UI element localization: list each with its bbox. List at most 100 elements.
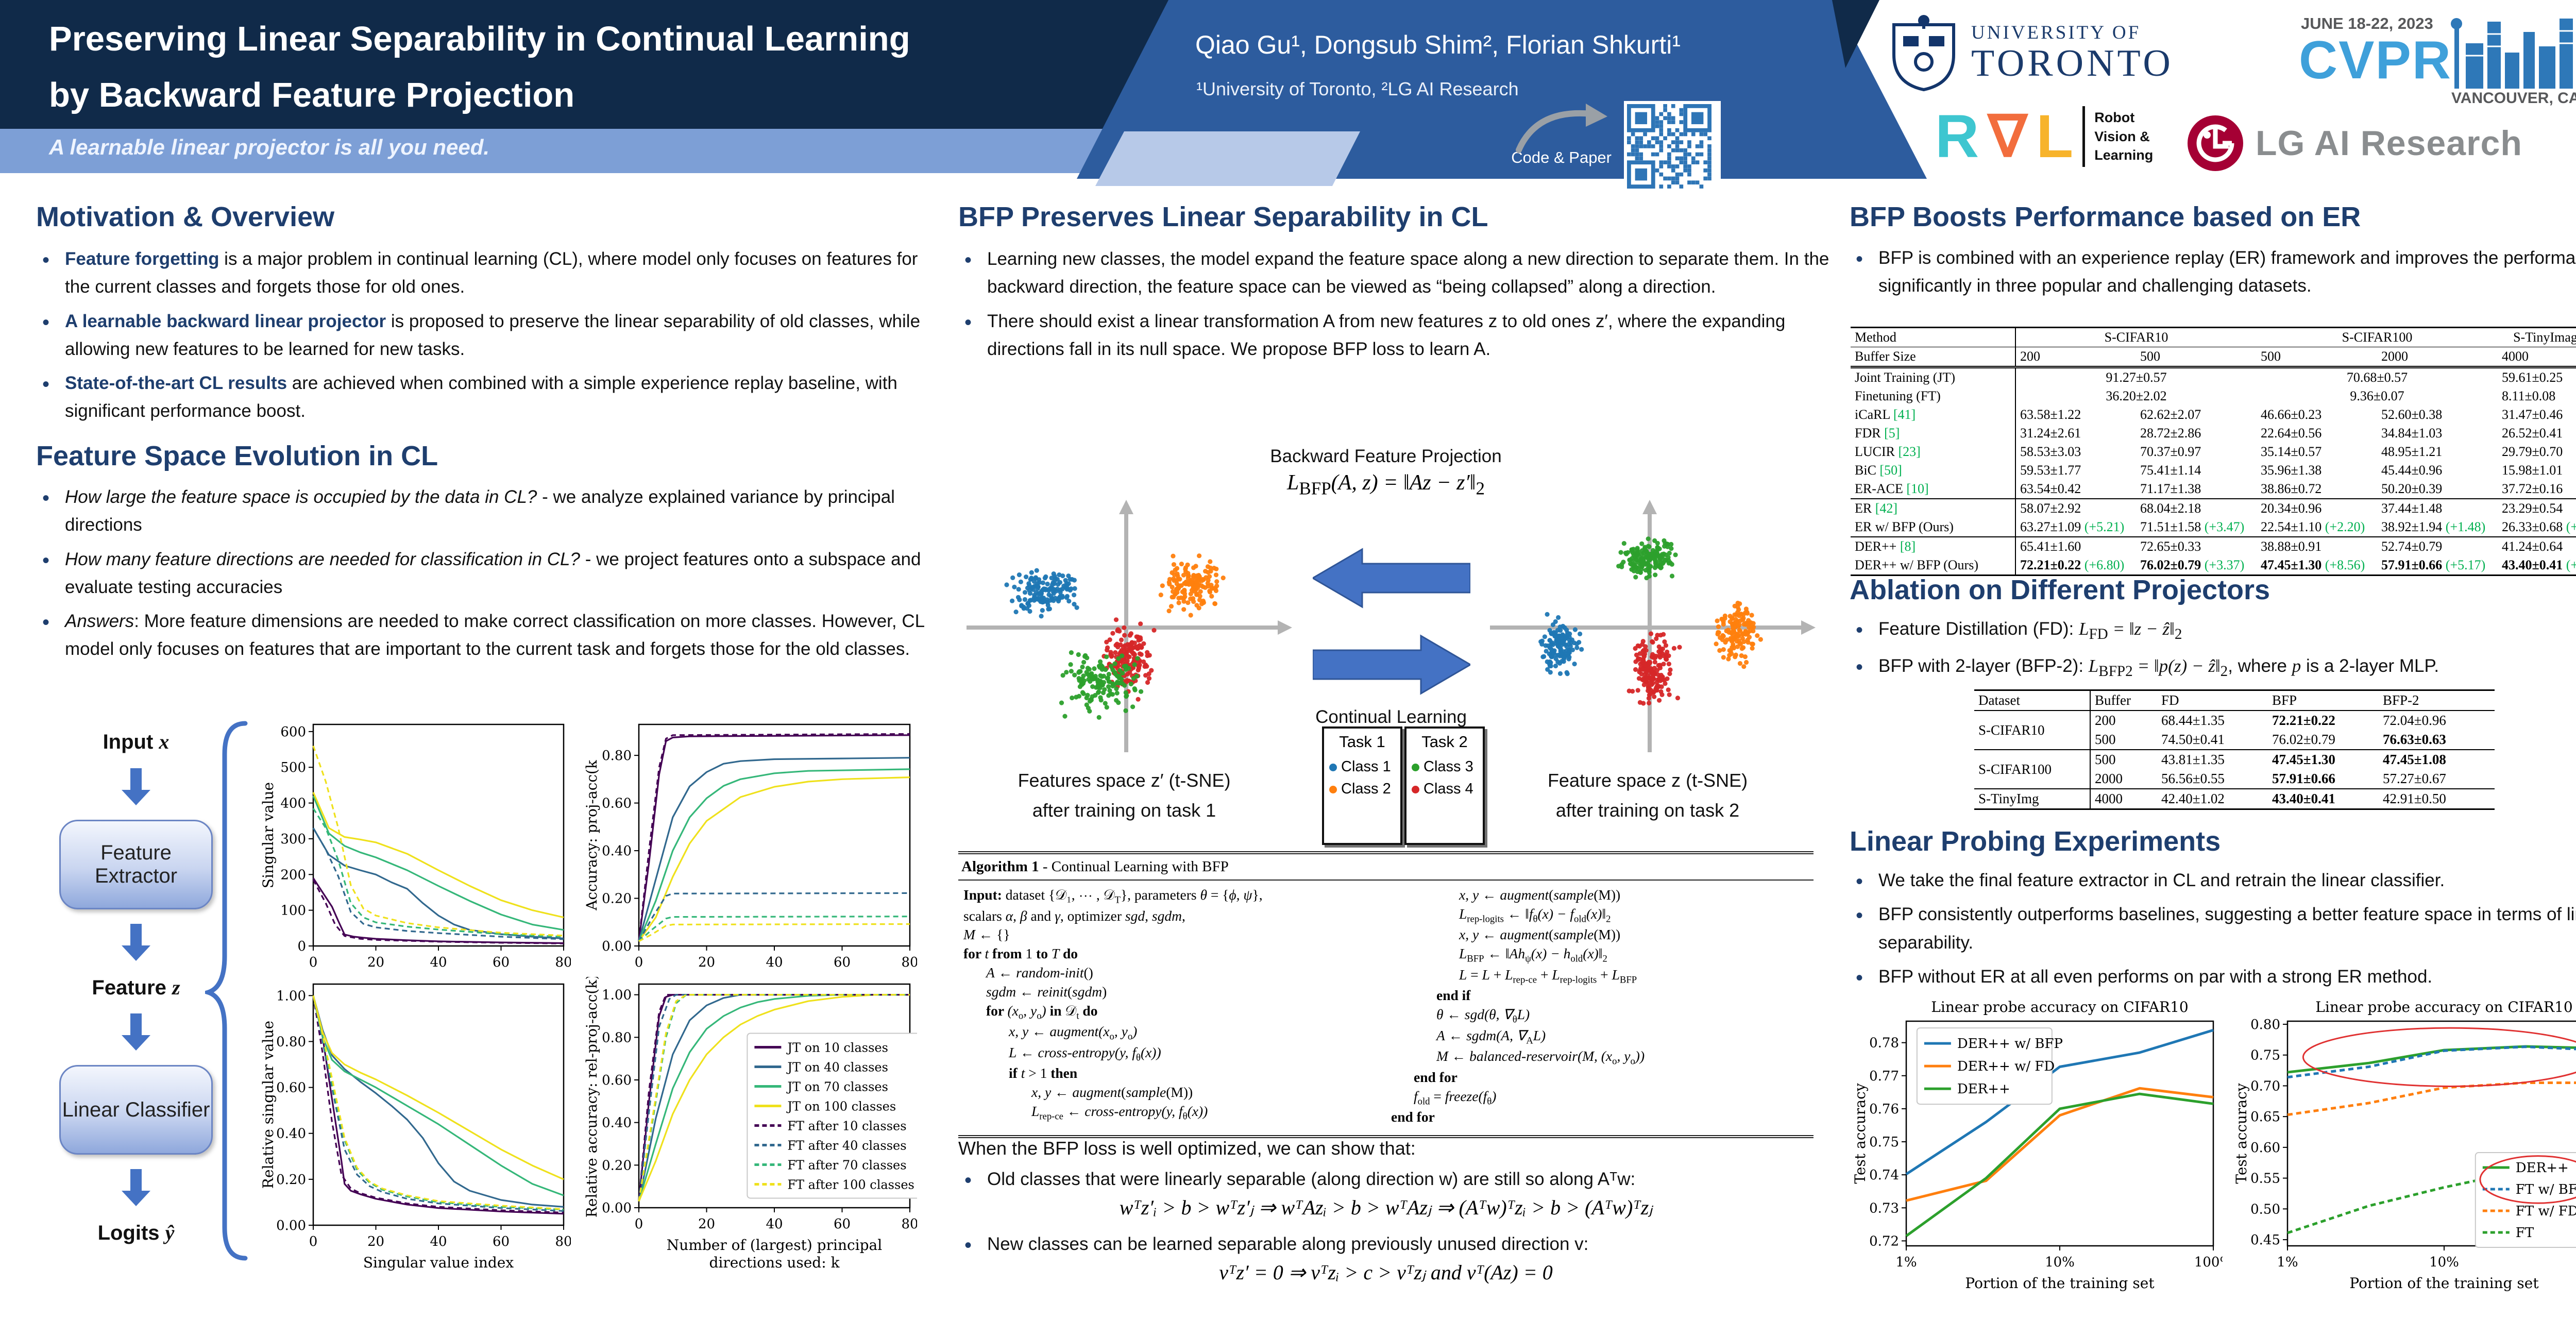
table-cell: 26.33±0.68 (+3.04) [2502, 519, 2576, 534]
table-header: S-CIFAR100 [2257, 327, 2498, 347]
table-cell: 65.41±1.60 [2015, 536, 2136, 556]
list-item: Feature forgetting is a major problem in… [42, 244, 941, 301]
list-item: Learning new classes, the model expand t… [964, 244, 1842, 301]
table-cell-method: DER++ w/ BFP (Ours) [1851, 556, 2016, 576]
table-cell: 57.91±0.66 (+5.17) [2381, 557, 2486, 572]
table-header: 200 [2015, 347, 2136, 368]
class-color-dot [1329, 763, 1337, 771]
table-cell: 37.72±0.16 [2502, 481, 2563, 496]
svg-text:0.76: 0.76 [1869, 1102, 1899, 1117]
chart-series [638, 892, 910, 942]
algorithm-line: Lrep-logits ← ‖fθ(x) − fold(x)‖2 [1459, 905, 1611, 925]
algorithm-line: sgdm ← reinit(sgdm) [986, 983, 1107, 1000]
table-cell: 68.04±2.18 [2136, 498, 2257, 518]
curved-arrow-icon [1516, 104, 1607, 153]
table-cell: 59.53±1.77 [2020, 463, 2081, 478]
table-cell: 26.52±0.41 [2502, 426, 2563, 441]
svg-text:FT after 40 classes: FT after 40 classes [787, 1138, 906, 1153]
qr-pattern [1627, 104, 1711, 189]
chart-linear-probe-right: Linear probe accuracy on CIFAR101%10%100… [2231, 994, 2576, 1306]
table-cell: 2000 [2095, 771, 2123, 786]
table-cell: 500 [2090, 749, 2157, 769]
table-header: Method [1851, 327, 2016, 347]
uoft-text2: TORONTO [1971, 42, 2174, 84]
table-cell: 59.61±0.25 [2502, 370, 2563, 385]
table-cell: 58.53±3.03 [2020, 444, 2081, 459]
diagram-logits-label: Logits ŷ [97, 1221, 175, 1244]
scatter-caption-left: Features space z′ (t-SNE) after training … [1018, 770, 1231, 821]
rvl-text3: Learning [2094, 147, 2154, 163]
table-row: S-CIFAR100 500 43.81±1.35 47.45±1.30 47.45±1… [1974, 749, 2495, 789]
math-new-classes: vᵀz′ = 0 ⇒ vᵀzᵢ > c > vᵀzⱼ and vᵀ(Az) = … [1219, 1261, 1553, 1284]
table-cell: 20.34±0.96 [2257, 498, 2377, 518]
list-item: Feature Distillation (FD): LFD = ‖z − ẑ‖… [1856, 614, 2576, 646]
table-row: LUCIR [23] 58.53±3.03 70.37±0.97 35.14±0.57… [1851, 443, 2576, 461]
table-cell: 50.20±0.39 [2381, 481, 2443, 496]
table-cell: 72.04±0.96 [2383, 713, 2446, 728]
svg-text:1.00: 1.00 [276, 988, 306, 1004]
title-line1: Preserving Linear Separability in Contin… [49, 20, 910, 58]
chart: 0 20 40 60 80 0.00 0.20 0.40 0.60 0.80 1.00 Relativ… [260, 983, 572, 1271]
svg-text:0.80: 0.80 [276, 1034, 306, 1050]
algorithm-left-column: Input: dataset {𝒟₁, ⋯ , 𝒟T}, parameters … [958, 881, 1386, 1135]
svg-text:10%: 10% [2045, 1255, 2075, 1270]
algorithm-line: L ← cross-entropy(y, fθ(x)) [1009, 1044, 1161, 1063]
svg-text:20: 20 [367, 955, 384, 970]
table-cell: 31.24±2.61 [2020, 426, 2081, 441]
table-cell: 37.44±1.48 [2377, 498, 2498, 518]
table-cell: 48.95±1.21 [2381, 444, 2443, 459]
rvl-text1: Robot [2094, 110, 2135, 126]
table-cell: 43.40±0.41 (+2.16) [2502, 557, 2576, 572]
svg-text:0.20: 0.20 [602, 1158, 632, 1173]
table-cell: 72.21±0.22 (+6.80) [2020, 557, 2125, 572]
heading-feature-space: Feature Space Evolution in CL [36, 441, 438, 471]
svg-text:FT w/ FD: FT w/ FD [2516, 1204, 2576, 1219]
scatter-caption-right: Feature space z (t-SNE) after training on… [1547, 770, 1748, 821]
chart: Linear probe accuracy on CIFAR101%10%100… [1852, 999, 2232, 1292]
chart-series [312, 995, 564, 1215]
svg-text:0.60: 0.60 [2250, 1140, 2280, 1156]
tsne-scatter-task2 [1483, 499, 1817, 759]
table-cell: 91.27±0.57 [2106, 370, 2167, 385]
table-row: ER-ACE [10] 63.54±0.42 71.17±1.38 38.86±0.7… [1851, 480, 2576, 499]
algorithm-line: if t > 1 then [1009, 1065, 1078, 1081]
tagline: A learnable linear projector is all you … [49, 135, 490, 159]
table-cell-method: FDR [5] [1851, 424, 2016, 443]
table-cell: 52.60±0.38 [2381, 407, 2443, 422]
scatter-plot [967, 500, 1292, 752]
chart-series [312, 827, 564, 940]
table-row: Finetuning (FT) 36.20±2.02 9.36±0.07 8.11±… [1851, 387, 2576, 405]
svg-text:0.73: 0.73 [1869, 1200, 1899, 1216]
algorithm-line: scalars α, β and γ, optimizer sgd, sgdm, [963, 907, 1185, 924]
chart-linear-probe-left: Linear probe accuracy on CIFAR10 1% 10% 100… [1850, 994, 2232, 1306]
cvpr-wordmark: CVPR [2299, 30, 2452, 90]
rvl-nabla-icon: ∇ [1988, 104, 2027, 168]
svg-text:0.75: 0.75 [2250, 1048, 2280, 1063]
heading-linear-probing: Linear Probing Experiments [1850, 826, 2221, 857]
math-old-classes: wᵀz′ᵢ > b > wᵀz′ⱼ ⇒ wᵀAzᵢ > b > wᵀAzⱼ ⇒ … [1119, 1196, 1653, 1219]
table-cell-dataset: S-TinyImg [1974, 788, 2091, 809]
chart-relative-singular-value: 0 20 40 60 80 0.00 0.20 0.40 0.60 0.80 1.00 Relativ… [258, 977, 572, 1289]
svg-text:20: 20 [367, 1234, 384, 1249]
svg-text:0.00: 0.00 [276, 1218, 306, 1233]
svg-text:0: 0 [309, 955, 318, 970]
table-cell: 70.68±0.57 [2346, 370, 2408, 385]
table-row: iCaRL [41] 63.58±1.22 62.62±2.07 46.66±0.23… [1851, 405, 2576, 424]
table-header: 2000 [2377, 347, 2498, 368]
svg-text:DER++: DER++ [2516, 1160, 2569, 1176]
svg-text:Relative singular value: Relative singular value [260, 1021, 277, 1189]
table-cell: 22.54±1.10 (+2.20) [2261, 519, 2365, 534]
list-item: A learnable backward linear projector is… [42, 307, 941, 364]
algorithm-line: L = L + Lrep-ce + Lrep-logits + LBFP [1459, 966, 1637, 986]
svg-text:0.55: 0.55 [2250, 1171, 2280, 1187]
rvl-text2: Vision & [2094, 128, 2150, 144]
class-legend-item: Class 4 [1412, 781, 1483, 798]
chart-series [638, 768, 910, 942]
chart-series [638, 994, 910, 1202]
table-cell-method: Finetuning (FT) [1851, 387, 2016, 405]
heading-motivation: Motivation & Overview [36, 201, 335, 232]
lg-text: LG AI Research [2256, 124, 2522, 163]
table-cell: 46.66±0.23 [2261, 407, 2322, 422]
chart: Linear probe accuracy on CIFAR101%10%100… [2233, 999, 2576, 1292]
table-cell: 4000 [2090, 788, 2157, 809]
